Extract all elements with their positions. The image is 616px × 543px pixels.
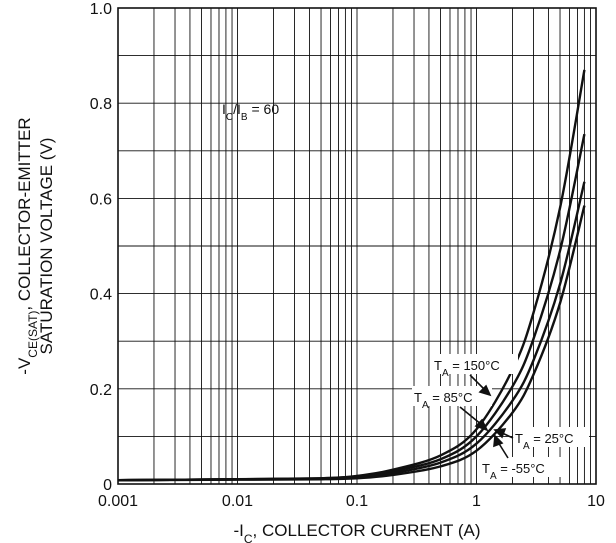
- y-tick-label: 0: [103, 477, 112, 494]
- x-tick-labels: 0.001 0.01 0.1 1 10: [98, 493, 605, 510]
- y-tick-label: 0.2: [90, 382, 112, 399]
- x-tick-label: 1: [472, 493, 481, 510]
- arrowhead-150c: [478, 384, 492, 397]
- x-tick-label: 0.1: [346, 493, 368, 510]
- annotation-25c: TA = 25°C: [513, 427, 589, 452]
- x-tick-label: 10: [587, 493, 605, 510]
- series-line-3: [117, 205, 586, 482]
- y-axis-label: -VCE(SAT), COLLECTOR-EMITTER SATURATION …: [15, 117, 56, 374]
- svg-text:TA = 25°C: TA = 25°C: [515, 431, 574, 452]
- arrowhead-85c: [474, 418, 489, 432]
- annotation-150c: TA = 150°C: [432, 354, 518, 379]
- x-axis-label: -IC, COLLECTOR CURRENT (A): [233, 521, 480, 543]
- series-curves: [117, 69, 586, 482]
- x-tick-label: 0.001: [98, 493, 138, 510]
- y-axis-label-line1: -VCE(SAT), COLLECTOR-EMITTER: [15, 117, 40, 374]
- y-tick-label: 0.8: [90, 96, 112, 113]
- arrowhead-minus55c: [493, 434, 504, 448]
- svg-text:TA = -55°C: TA = -55°C: [482, 461, 545, 482]
- y-tick-label: 0.4: [90, 287, 112, 304]
- condition-label: IC/IB = 60: [222, 101, 279, 123]
- y-tick-label: 0.6: [90, 191, 112, 208]
- grid: [117, 8, 596, 484]
- arrowhead-25c: [493, 428, 507, 439]
- y-axis-label-line2: SATURATION VOLTAGE (V): [37, 138, 56, 355]
- arrow-85c: [459, 406, 483, 426]
- y-tick-labels: 0 0.2 0.4 0.6 0.8 1.0: [90, 1, 112, 494]
- svg-text:TA = 150°C: TA = 150°C: [434, 358, 500, 379]
- annotation-minus55c: TA = -55°C: [480, 457, 562, 482]
- annotation-85c: TA = 85°C: [412, 386, 492, 411]
- plot-frame: [117, 7, 597, 485]
- svg-text:TA = 85°C: TA = 85°C: [414, 390, 473, 411]
- annotation-arrows: [459, 374, 514, 459]
- y-tick-label: 1.0: [90, 1, 112, 18]
- x-tick-label: 0.01: [222, 493, 253, 510]
